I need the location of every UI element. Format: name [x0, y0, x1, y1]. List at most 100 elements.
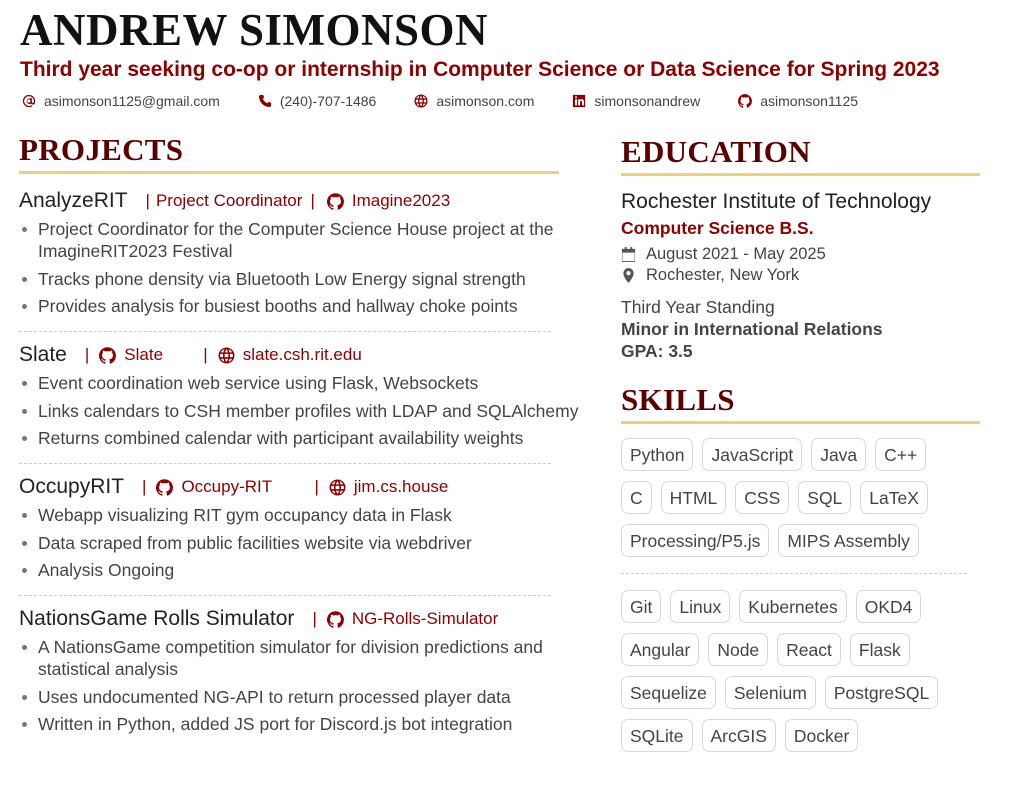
gpa: GPA: 3.5 [621, 341, 693, 361]
github-icon [156, 478, 174, 496]
skill-chip: Angular [621, 633, 700, 666]
project-header: OccupyRIT | Occupy-RIT | jim.cs.house [19, 474, 591, 500]
project-link-text: Slate [124, 345, 164, 364]
projects-heading: PROJECTS [19, 132, 184, 167]
separator: | [312, 609, 317, 628]
skill-chip: JavaScript [702, 438, 803, 471]
project-website-link[interactable]: slate.csh.rit.edu [218, 345, 362, 365]
resume-tagline: Third year seeking co-op or internship i… [20, 58, 940, 81]
skill-chip: OKD4 [855, 590, 922, 623]
list-item: A NationsGame competition simulator for … [19, 636, 559, 680]
project-header: Slate | Slate | slate.csh.rit.edu [19, 342, 591, 368]
github-icon [738, 94, 753, 108]
project-title: AnalyzeRIT [19, 189, 128, 212]
skill-chip: Flask [849, 633, 910, 666]
project-bullets: Webapp visualizing RIT gym occupancy dat… [19, 504, 591, 581]
education-dates: August 2021 - May 2025 [621, 245, 1001, 264]
skill-chip: MIPS Assembly [778, 524, 919, 557]
minor: Minor in International Relations [621, 319, 883, 339]
skill-chip: Git [621, 590, 662, 623]
separator: | [310, 191, 315, 210]
separator: | [314, 477, 319, 496]
skill-chip: React [777, 633, 841, 666]
project-github-link[interactable]: Occupy-RIT [156, 477, 314, 497]
contact-email[interactable]: asimonson1125@gmail.com [22, 93, 220, 109]
skill-chip: CSS [735, 481, 790, 514]
skill-chip: Java [811, 438, 867, 471]
contact-bar: asimonson1125@gmail.com (240)-707-1486 a… [22, 92, 896, 110]
project-slate: Slate | Slate | slate.csh.rit.edu Event … [19, 342, 591, 449]
project-analyzerit: AnalyzeRIT | Project Coordinator | Imagi… [19, 188, 591, 317]
project-bullets: A NationsGame competition simulator for … [19, 636, 559, 735]
contact-linkedin[interactable]: simonsonandrew [572, 93, 700, 109]
skill-chip: HTML [660, 481, 727, 514]
separator: | [145, 191, 150, 210]
skill-chip: C [621, 481, 652, 514]
degree: Computer Science B.S. [621, 218, 814, 238]
skill-chip: Docker [784, 719, 859, 752]
list-item: Returns combined calendar with participa… [19, 427, 591, 449]
project-link-text: NG-Rolls-Simulator [351, 609, 499, 628]
skills-tools: Git Linux Kubernetes OKD4 Angular Node React Fl… [621, 590, 951, 762]
project-nationsgame: NationsGame Rolls Simulator | NG-Rolls-S… [19, 606, 591, 735]
project-title: OccupyRIT [19, 475, 125, 498]
education-details: Third Year Standing Minor in Internation… [621, 296, 1001, 362]
school-name: Rochester Institute of Technology [621, 190, 932, 213]
project-link-text: slate.csh.rit.edu [242, 345, 362, 364]
skills-rule [621, 421, 980, 424]
project-link-text: Occupy-RIT [181, 477, 273, 496]
linkedin-icon [573, 94, 586, 108]
project-divider [19, 463, 551, 464]
sidebar-column: EDUCATION Rochester Institute of Technol… [621, 134, 1001, 762]
skill-chip: LaTeX [860, 481, 928, 514]
education-rule [621, 173, 980, 176]
skill-chip: Python [621, 438, 694, 471]
project-title: Slate [19, 343, 67, 366]
separator: | [203, 345, 208, 364]
skill-chip: Node [708, 633, 769, 666]
list-item: Written in Python, added JS port for Dis… [19, 713, 559, 735]
education-location-text: Rochester, New York [646, 266, 800, 284]
project-website-link[interactable]: jim.cs.house [329, 477, 448, 497]
skill-chip: SQLite [621, 719, 693, 752]
project-title: NationsGame Rolls Simulator [19, 607, 295, 630]
project-header: NationsGame Rolls Simulator | NG-Rolls-S… [19, 606, 591, 632]
skill-chip: Linux [670, 590, 731, 623]
skill-chip: PostgreSQL [824, 676, 939, 709]
project-bullets: Project Coordinator for the Computer Sci… [19, 218, 591, 317]
list-item: Data scraped from public facilities webs… [19, 532, 591, 554]
github-icon [326, 610, 344, 628]
skill-chip: C++ [875, 438, 927, 471]
project-github-link[interactable]: Slate [99, 345, 203, 365]
project-header: AnalyzeRIT | Project Coordinator | Imagi… [19, 188, 591, 214]
contact-phone[interactable]: (240)-707-1486 [258, 93, 376, 109]
project-github-link[interactable]: Imagine2023 [326, 191, 451, 211]
project-occupyrit: OccupyRIT | Occupy-RIT | jim.cs.house We… [19, 474, 591, 581]
contact-github-text: asimonson1125 [760, 93, 859, 109]
project-link-text: Imagine2023 [351, 191, 451, 210]
project-divider [19, 331, 551, 332]
skill-chip: Kubernetes [739, 590, 847, 623]
list-item: Analysis Ongoing [19, 559, 591, 581]
list-item: Links calendars to CSH member profiles w… [19, 400, 591, 422]
list-item: Provides analysis for busiest booths and… [19, 295, 591, 317]
skill-chip: SQL [798, 481, 852, 514]
project-role: Project Coordinator [155, 191, 303, 210]
education-dates-text: August 2021 - May 2025 [646, 245, 826, 263]
contact-email-text: asimonson1125@gmail.com [44, 93, 220, 109]
project-link-text: jim.cs.house [353, 477, 449, 496]
skill-chip: Processing/P5.js [621, 524, 770, 557]
globe-icon [329, 479, 346, 495]
separator: | [142, 477, 147, 496]
projects-column: PROJECTS AnalyzeRIT | Project Coordinato… [19, 132, 591, 741]
education-heading: EDUCATION [621, 134, 811, 169]
phone-icon [258, 94, 272, 107]
calendar-icon [621, 247, 636, 262]
contact-website[interactable]: asimonson.com [414, 93, 534, 109]
projects-rule [19, 171, 559, 174]
location-pin-icon [623, 268, 634, 283]
resume-name: ANDREW SIMONSON [20, 5, 488, 55]
list-item: Uses undocumented NG-API to return proce… [19, 686, 559, 708]
contact-github[interactable]: asimonson1125 [738, 93, 858, 109]
project-github-link[interactable]: NG-Rolls-Simulator [326, 609, 499, 629]
